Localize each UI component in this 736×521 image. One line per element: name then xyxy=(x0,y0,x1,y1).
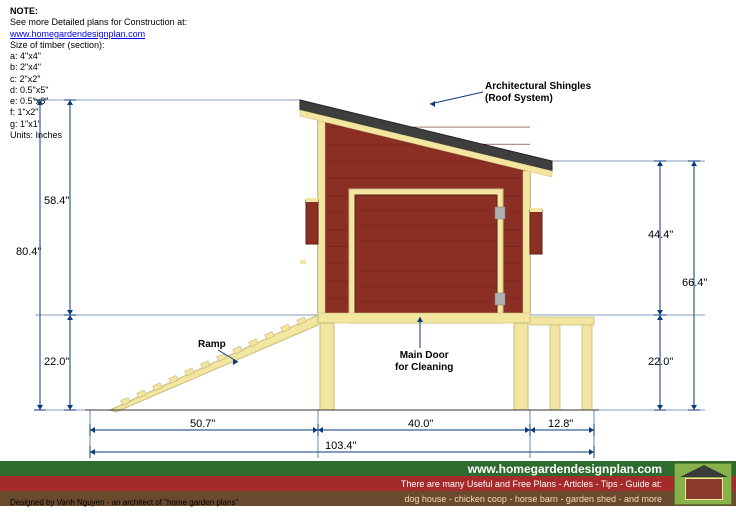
dim-bottom-total: 103.4" xyxy=(325,440,356,452)
callout-roof-l2: (Roof System) xyxy=(485,93,553,104)
callout-roof-l1: Architectural Shingles xyxy=(485,81,591,92)
dim-bottom-right: 12.8" xyxy=(548,418,573,430)
callout-roof: Architectural Shingles (Roof System) xyxy=(485,81,591,104)
dim-right-total: 66.4" xyxy=(682,277,707,289)
dim-right-upper: 44.4" xyxy=(648,229,673,241)
banner-url[interactable]: www.homegardendesignplan.com xyxy=(0,461,736,476)
diagram-svg xyxy=(0,0,736,521)
callout-door: Main Door for Cleaning xyxy=(395,350,453,373)
callout-door-l1: Main Door xyxy=(400,350,449,361)
dim-right-lower: 22.0" xyxy=(648,356,673,368)
credit-line: Designed by Vanh Nguyen - an architect o… xyxy=(10,498,238,507)
dim-bottom-mid: 40.0" xyxy=(408,418,433,430)
dim-left-upper: 58.4" xyxy=(44,195,69,207)
dim-left-lower: 22.0" xyxy=(44,356,69,368)
dim-left-total: 80.4" xyxy=(16,246,41,258)
callout-ramp: Ramp xyxy=(198,339,226,351)
dim-bottom-left: 50.7" xyxy=(190,418,215,430)
banner-tagline: There are many Useful and Free Plans - A… xyxy=(0,476,736,491)
footer-thumbnail-roof xyxy=(680,465,728,477)
callout-door-l2: for Cleaning xyxy=(395,362,453,373)
